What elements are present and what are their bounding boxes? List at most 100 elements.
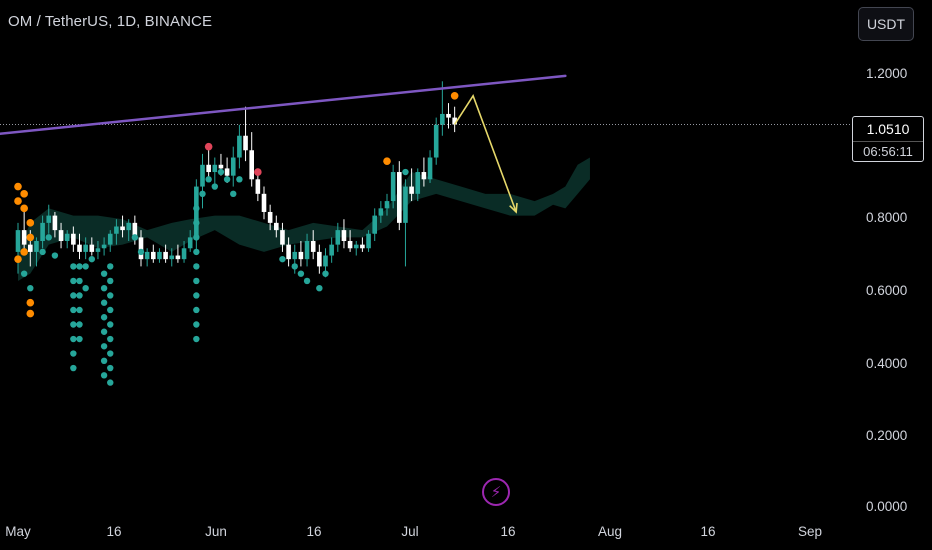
indicator-dot <box>193 248 200 256</box>
indicator-dot <box>131 234 139 241</box>
candle-body <box>77 244 82 252</box>
candle-body <box>157 251 162 260</box>
candle-body <box>317 251 322 267</box>
indicator-dot <box>205 176 212 183</box>
candle-body <box>415 172 421 194</box>
indicator-dot <box>82 285 89 292</box>
indicator-dot <box>230 190 237 198</box>
indicator-dot <box>14 182 22 191</box>
indicator-dot <box>279 255 286 263</box>
candle-body <box>194 186 199 238</box>
candle-body <box>341 230 347 242</box>
indicator-dot <box>70 321 77 328</box>
indicator-dot <box>88 255 96 263</box>
candle-body <box>372 215 377 234</box>
candle-body <box>181 248 187 260</box>
candle-body <box>200 164 205 187</box>
candle-body <box>95 248 101 252</box>
indicator-dot <box>100 328 108 335</box>
candle-body <box>440 113 445 125</box>
indicator-dot <box>26 219 35 227</box>
indicator-dot <box>76 263 83 270</box>
indicator-dot <box>51 252 59 259</box>
bar-countdown: 06:56:11 <box>853 141 923 160</box>
indicator-dot <box>107 364 114 372</box>
indicator-dot <box>383 157 391 165</box>
candle-body <box>101 244 107 249</box>
drawings[interactable] <box>0 74 567 214</box>
indicator-dot <box>70 292 77 299</box>
candle-body <box>34 241 39 252</box>
indicator-dot <box>70 364 77 372</box>
candle-body <box>261 193 267 212</box>
indicator-dot <box>100 343 108 350</box>
candle-body <box>206 164 211 173</box>
candle-body <box>378 208 384 216</box>
indicator-dot <box>107 350 114 357</box>
indicator-dot <box>76 335 83 343</box>
indicator-dot <box>27 285 34 292</box>
indicator-dot <box>217 168 225 176</box>
indicator-dot <box>193 292 200 299</box>
candle-body <box>427 157 433 180</box>
indicator-dot <box>100 314 108 321</box>
indicator-dot <box>20 248 28 256</box>
x-tick-may: May <box>5 524 31 539</box>
candle-body <box>40 222 45 242</box>
indicator-dot <box>254 168 262 176</box>
candle-body <box>138 237 144 260</box>
candle-body <box>237 135 242 158</box>
x-tick-aug: Aug <box>597 524 623 539</box>
candle-body <box>329 244 334 256</box>
indicator-dot <box>107 335 114 343</box>
indicator-dot <box>26 298 35 307</box>
candle-body <box>298 251 304 260</box>
indicator-dot <box>39 248 46 256</box>
indicator-dot <box>193 321 200 328</box>
candle-body <box>274 222 279 231</box>
indicator-dot <box>70 306 77 314</box>
candle-body <box>304 241 310 260</box>
symbol-title[interactable]: OM / TetherUS, 1D, BINANCE <box>8 13 213 30</box>
candle-body <box>390 172 396 202</box>
ichimoku-cloud <box>18 157 590 281</box>
currency-button[interactable]: USDT <box>858 7 914 41</box>
x-tick-jul: Jul <box>401 524 419 539</box>
y-tick-5: 0.2000 <box>866 428 908 443</box>
candle-body <box>286 244 291 260</box>
indicator-dot <box>14 197 22 205</box>
candle-body <box>83 244 88 252</box>
candle-body <box>21 230 27 245</box>
indicator-dot <box>199 190 206 198</box>
projection-arrowhead <box>509 202 518 214</box>
x-tick-jun: Jun <box>205 524 227 539</box>
candle-body <box>126 222 131 231</box>
candle-body <box>249 150 254 180</box>
indicator-dot <box>100 357 108 364</box>
indicator-dot <box>107 263 114 270</box>
indicator-dot <box>211 183 218 190</box>
lightning-bolt-icon[interactable]: ⚡ <box>482 478 510 506</box>
candle-body <box>384 201 390 209</box>
indicator-dots <box>14 92 459 386</box>
resistance-trendline <box>0 74 567 136</box>
indicator-dot <box>193 277 200 285</box>
candle-body <box>107 233 113 245</box>
candle-body <box>409 186 414 194</box>
indicator-dot <box>297 270 305 277</box>
indicator-dot <box>236 176 243 183</box>
indicator-dot <box>316 285 323 292</box>
indicator-dot <box>26 233 35 242</box>
indicator-dot <box>223 176 231 183</box>
indicator-dot <box>107 277 114 285</box>
candle-body <box>452 117 457 125</box>
candle-body <box>310 241 316 252</box>
candle-body <box>366 233 371 249</box>
indicator-dot <box>100 372 108 379</box>
candle-body <box>114 226 119 234</box>
candle-body <box>58 230 64 242</box>
indicator-dot <box>107 292 114 299</box>
indicator-dot <box>70 277 77 285</box>
indicator-dot <box>76 306 83 314</box>
